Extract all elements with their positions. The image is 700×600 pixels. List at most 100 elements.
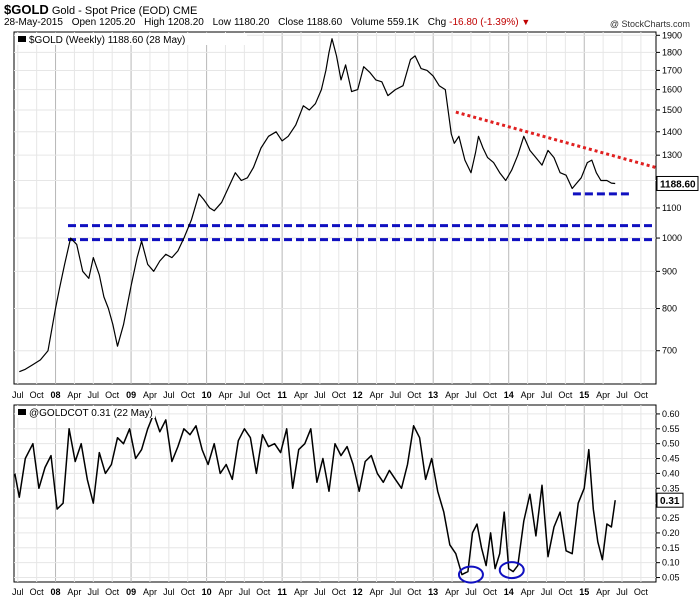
cot-xtick-label: 13 (428, 587, 438, 597)
low-label: Low (212, 17, 231, 28)
price-xtick-label: 15 (579, 390, 589, 400)
price-xtick-label: Jul (541, 390, 553, 400)
price-xtick-label: 12 (353, 390, 363, 400)
price-ytick-label: 1400 (662, 127, 682, 137)
high-value: 1208.20 (167, 17, 204, 28)
cot-xtick-label: Jul (239, 587, 251, 597)
chart-title-row: $GOLD Gold - Spot Price (EOD) CME (4, 2, 197, 17)
price-xtick-label: Apr (596, 390, 610, 400)
cot-xtick-label: Jul (616, 587, 628, 597)
price-xtick-label: 10 (202, 390, 212, 400)
cot-xtick-label: Oct (256, 587, 271, 597)
cot-ytick-label: 0.20 (662, 528, 680, 538)
open-label: Open (71, 17, 97, 28)
cot-ytick-label: 0.35 (662, 483, 680, 493)
cot-xtick-label: 11 (277, 587, 287, 597)
cot-xtick-label: Apr (370, 587, 384, 597)
price-ytick-label: 1900 (662, 30, 682, 40)
quote-date: 28-May-2015 (4, 17, 63, 28)
cot-xtick-label: Jul (465, 587, 477, 597)
cot-xtick-label: Apr (521, 587, 535, 597)
cot-xtick-label: Jul (314, 587, 326, 597)
cot-xtick-label: 14 (504, 587, 514, 597)
price-xtick-label: 09 (126, 390, 136, 400)
cot-last-value: 0.31 (660, 496, 680, 507)
cot-panel-frame (13, 404, 657, 583)
circled-low-marker (457, 565, 484, 584)
price-xtick-label: Jul (616, 390, 628, 400)
price-xtick-label: Apr (370, 390, 384, 400)
price-xtick-label: Jul (88, 390, 100, 400)
price-last-value: 1188.60 (660, 179, 696, 190)
price-xtick-label: 08 (51, 390, 61, 400)
price-xtick-label: Jul (390, 390, 402, 400)
close-label: Close (278, 17, 304, 28)
cot-xtick-label: Jul (88, 587, 100, 597)
price-xtick-label: 14 (504, 390, 514, 400)
price-ytick-label: 1700 (662, 65, 682, 75)
price-xtick-label: Oct (181, 390, 196, 400)
low-value: 1180.20 (233, 17, 270, 28)
cot-legend-swatch (18, 409, 26, 415)
price-ytick-label: 1000 (662, 233, 682, 243)
cot-xtick-label: 15 (579, 587, 589, 597)
price-ytick-label: 900 (662, 266, 677, 276)
price-series-line (19, 38, 616, 373)
cot-ytick-label: 0.45 (662, 454, 680, 464)
stockcharts-credit: @ StockCharts.com (609, 19, 690, 29)
cot-xtick-label: 09 (126, 587, 136, 597)
cot-xtick-label: Jul (12, 587, 24, 597)
price-ytick-label: 1800 (662, 47, 682, 57)
cot-xtick-label: Oct (483, 587, 498, 597)
price-xtick-label: Oct (256, 390, 271, 400)
change-value: -16.80 (-1.39%) (449, 17, 519, 28)
high-label: High (144, 17, 165, 28)
price-xtick-label: Oct (332, 390, 347, 400)
cot-ytick-label: 0.10 (662, 558, 680, 568)
cot-xtick-label: Jul (390, 587, 402, 597)
resistance-line (455, 110, 657, 170)
volume-label: Volume (350, 17, 385, 28)
cot-ytick-label: 0.25 (662, 513, 680, 523)
cot-xtick-label: Jul (541, 587, 553, 597)
price-ytick-label: 1500 (662, 105, 682, 115)
cot-xtick-label: 08 (51, 587, 61, 597)
price-legend-swatch (18, 36, 26, 42)
price-xtick-label: Oct (105, 390, 120, 400)
price-legend-bg (15, 33, 247, 45)
symbol-label: $GOLD (4, 2, 49, 17)
circled-low-marker (498, 561, 525, 580)
price-xtick-label: Jul (163, 390, 175, 400)
price-xtick-label: Jul (239, 390, 251, 400)
cot-xtick-label: Apr (294, 587, 308, 597)
price-xtick-label: Oct (483, 390, 498, 400)
quote-row: 28-May-2015 Open 1205.20 High 1208.20 Low 1… (4, 17, 530, 28)
cot-ytick-label: 0.40 (662, 468, 680, 478)
price-xtick-label: 11 (277, 390, 287, 400)
cot-last-value-box (656, 492, 684, 508)
cot-ytick-label: 0.50 (662, 439, 680, 449)
price-ytick-label: 800 (662, 304, 677, 314)
price-xtick-label: Apr (67, 390, 81, 400)
cot-legend: @GOLDCOT 0.31 (22 May) (29, 408, 153, 419)
price-xtick-label: Oct (407, 390, 422, 400)
close-value: 1188.60 (306, 17, 343, 28)
cot-xtick-label: Apr (218, 587, 232, 597)
cot-xtick-label: Oct (30, 587, 45, 597)
change-label: Chg (427, 17, 447, 28)
open-value: 1205.20 (99, 17, 136, 28)
cot-xtick-label: Apr (143, 587, 157, 597)
price-xtick-label: Oct (634, 390, 649, 400)
cot-ytick-label: 0.60 (662, 409, 680, 419)
price-xtick-label: Oct (30, 390, 45, 400)
price-ytick-label: 1600 (662, 85, 682, 95)
cot-series-line (14, 413, 616, 576)
triangle-down-icon: ▼ (521, 17, 531, 27)
cot-xtick-label: 10 (202, 587, 212, 597)
cot-xtick-label: Oct (181, 587, 196, 597)
exchange-label: CME (172, 5, 198, 17)
cot-xtick-label: Apr (596, 587, 610, 597)
cot-xtick-label: Jul (163, 587, 175, 597)
cot-legend-bg (15, 406, 155, 418)
cot-ytick-label: 0.55 (662, 424, 680, 434)
